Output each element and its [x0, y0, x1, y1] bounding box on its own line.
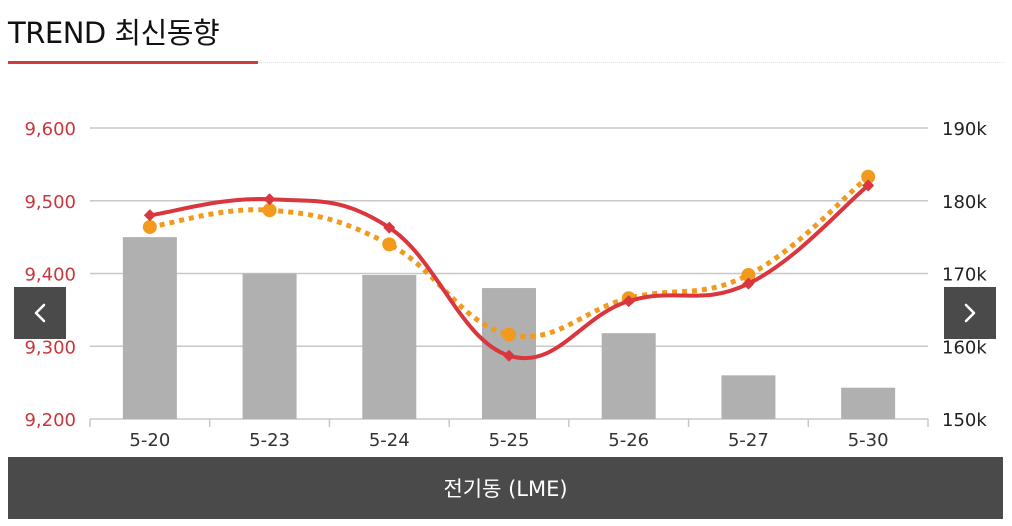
bar [242, 273, 297, 419]
dotted-series-point [861, 169, 876, 184]
x-axis-tick-label: 5-27 [728, 430, 769, 451]
right-axis-tick-label: 180k [942, 192, 987, 213]
left-axis-tick-label: 9,600 [24, 119, 76, 140]
right-axis-tick-label: 190k [942, 119, 987, 140]
solid-series-point [862, 179, 875, 192]
dotted-series-point [502, 327, 516, 342]
dotted-series-point [382, 237, 397, 252]
bar [362, 274, 417, 419]
right-axis-tick-label: 170k [942, 265, 987, 286]
footer-label: 전기동 (LME) [443, 477, 568, 501]
solid-series-point [622, 295, 635, 308]
solid-series-point [143, 209, 156, 222]
footer-label-bar: 전기동 (LME) [8, 457, 1003, 519]
x-axis-tick-label: 5-20 [129, 430, 170, 451]
chart-bars [122, 237, 896, 419]
solid-series [143, 179, 875, 362]
bar [841, 387, 896, 419]
bar [721, 375, 776, 419]
solid-series-point [503, 349, 515, 362]
chevron-right-icon [964, 303, 976, 323]
dotted-series-point [262, 203, 277, 218]
dotted-series-point [142, 219, 157, 234]
solid-series-point [263, 193, 276, 206]
header-divider [258, 62, 1004, 64]
trend-chart: 9,200 150k 9,300 160k 9,400 170k 9,500 180k 9,60… [24, 119, 987, 451]
x-axis-tick-label: 5-23 [249, 430, 290, 451]
left-axis-tick-label: 9,500 [24, 192, 76, 213]
prev-button[interactable] [14, 287, 66, 339]
solid-series-point [742, 277, 755, 290]
chart-axes: 9,200 150k 9,300 160k 9,400 170k 9,500 180k 9,60… [24, 119, 987, 451]
left-axis-tick-label: 9,200 [24, 410, 76, 431]
right-axis-tick-label: 160k [942, 337, 987, 358]
dotted-series-point [741, 267, 756, 282]
left-axis-tick-label: 9,400 [24, 265, 76, 286]
chevron-left-icon [34, 303, 46, 323]
left-axis-tick-label: 9,300 [24, 337, 76, 358]
x-axis-tick-label: 5-25 [489, 430, 530, 451]
title-underline [8, 61, 258, 64]
page-title: TREND 최신동향 [8, 16, 220, 50]
x-axis-tick-label: 5-30 [848, 430, 889, 451]
x-axis-tick-label: 5-26 [608, 430, 649, 451]
next-button[interactable] [944, 287, 996, 339]
bar [601, 333, 656, 419]
solid-series-point [383, 221, 396, 234]
right-axis-tick-label: 150k [942, 410, 987, 431]
x-axis-tick-label: 5-24 [369, 430, 410, 451]
bar [122, 237, 177, 419]
